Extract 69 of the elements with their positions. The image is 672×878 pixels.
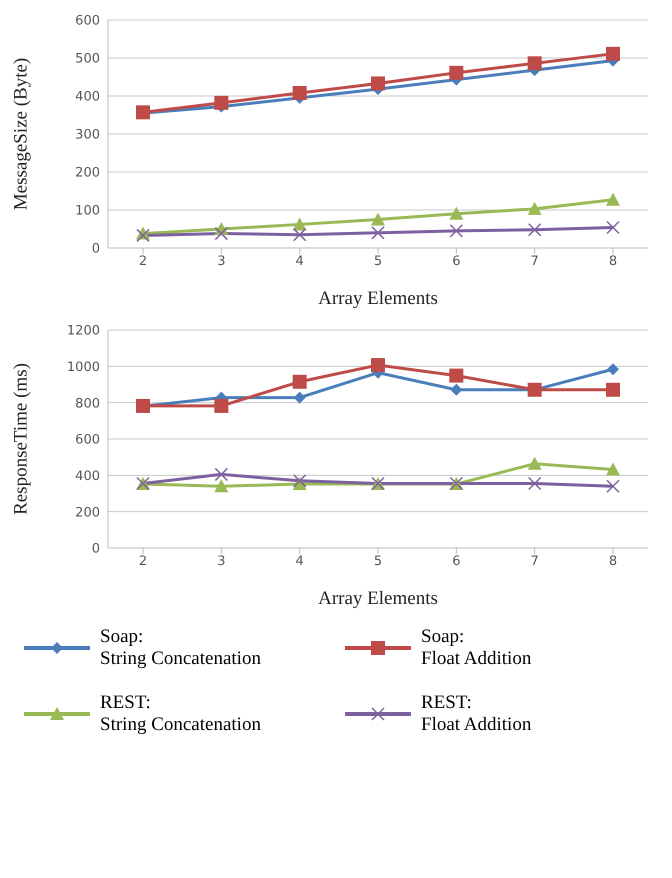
point — [214, 468, 228, 482]
point — [292, 217, 307, 230]
point — [528, 476, 542, 490]
point — [606, 479, 620, 493]
point — [292, 86, 307, 100]
point — [371, 226, 385, 240]
point — [450, 384, 462, 396]
legend-label: Soap: String Concatenation — [100, 626, 261, 670]
point — [136, 228, 150, 242]
point — [606, 192, 620, 206]
x-tick-label: 8 — [608, 554, 618, 570]
x-tick-label: 7 — [530, 554, 539, 570]
y-tick-label: 100 — [75, 204, 100, 219]
point — [528, 456, 542, 470]
point — [528, 56, 542, 70]
point — [450, 224, 464, 238]
y-axis-title: ResponseTime (ms) — [10, 363, 32, 515]
x-tick-label: 8 — [608, 254, 618, 270]
point — [528, 202, 542, 215]
y-tick-label: 800 — [75, 396, 100, 412]
y-tick-label: 600 — [75, 432, 100, 448]
point — [449, 206, 464, 220]
point — [371, 358, 385, 372]
point — [292, 374, 307, 389]
x-tick-label: 5 — [374, 554, 382, 570]
y-tick-label: 300 — [75, 128, 100, 143]
point — [371, 212, 385, 226]
x-tick-label: 5 — [374, 254, 382, 270]
y-tick-label: 200 — [75, 166, 100, 181]
x-tick-label: 7 — [530, 254, 539, 270]
point — [214, 96, 228, 110]
point — [449, 66, 464, 80]
point — [607, 363, 619, 376]
y-tick-label: 400 — [75, 90, 100, 105]
point — [214, 479, 228, 492]
point — [292, 228, 306, 242]
x-tick-label: 2 — [138, 254, 148, 270]
y-axis-title: MessageSize (Byte) — [10, 58, 32, 210]
x-tick-label: 6 — [452, 554, 460, 570]
y-tick-label: 1000 — [66, 360, 100, 375]
legend-label: REST: Float Addition — [421, 692, 532, 736]
x-axis-title: Array Elements — [318, 588, 438, 609]
legend-label: Soap: Float Addition — [421, 626, 532, 670]
y-tick-label: 400 — [75, 468, 100, 484]
point — [528, 223, 542, 237]
point — [606, 462, 620, 476]
x-tick-label: 2 — [138, 554, 148, 570]
y-tick-label: 200 — [75, 505, 100, 520]
point — [449, 368, 464, 383]
y-tick-label: 0 — [92, 242, 100, 257]
point — [606, 46, 620, 61]
point — [294, 392, 306, 404]
x-tick-label: 3 — [217, 554, 226, 570]
point — [606, 382, 620, 397]
point — [292, 474, 306, 488]
point — [371, 76, 385, 90]
x-tick-label: 6 — [452, 254, 460, 270]
y-tick-label: 600 — [75, 14, 100, 29]
y-tick-label: 500 — [75, 52, 100, 67]
legend-label: REST: String Concatenation — [100, 692, 261, 736]
x-tick-label: 4 — [296, 254, 304, 270]
x-tick-label: 4 — [296, 554, 304, 570]
y-tick-label: 1200 — [66, 324, 100, 339]
x-tick-label: 3 — [217, 254, 226, 270]
point — [606, 220, 620, 234]
x-axis-title: Array Elements — [318, 288, 438, 309]
y-tick-label: 0 — [92, 542, 100, 557]
point — [214, 226, 228, 240]
point — [214, 398, 228, 413]
